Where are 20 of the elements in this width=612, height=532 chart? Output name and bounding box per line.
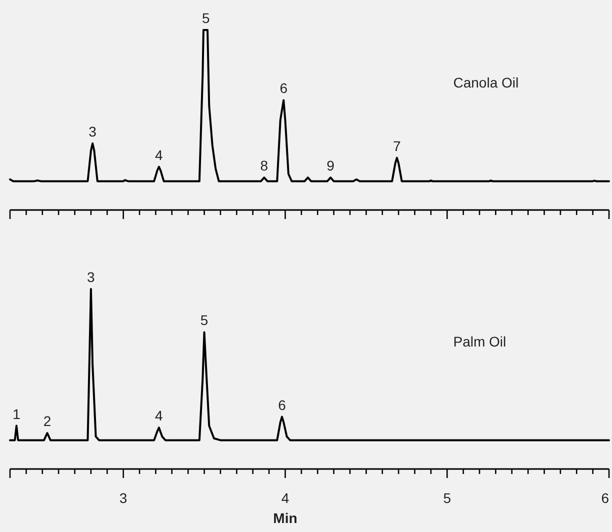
annotation: 1 [12,406,21,422]
annotation: 3 [88,123,97,140]
annotation: 6 [278,396,286,413]
annotation: 5 [200,312,208,328]
x-tick-label: 5 [443,490,452,506]
annotation: 9 [326,158,335,174]
annotation: 6 [280,80,288,96]
text: Palm Oil [453,334,506,350]
annotation: 4 [155,146,164,163]
x-tick-label: 3 [119,490,128,506]
x-tick-label: 4 [281,490,290,506]
x-tick-label: 6 [601,490,610,506]
annotation: 8 [260,158,268,174]
annotation: 3 [87,269,96,285]
annotation: 4 [155,408,164,424]
x-axis-title: Min [273,510,298,526]
annotation: 5 [202,10,210,26]
text: Canola Oil [453,74,519,91]
annotation: 2 [43,413,52,429]
annotation: 7 [393,138,402,154]
